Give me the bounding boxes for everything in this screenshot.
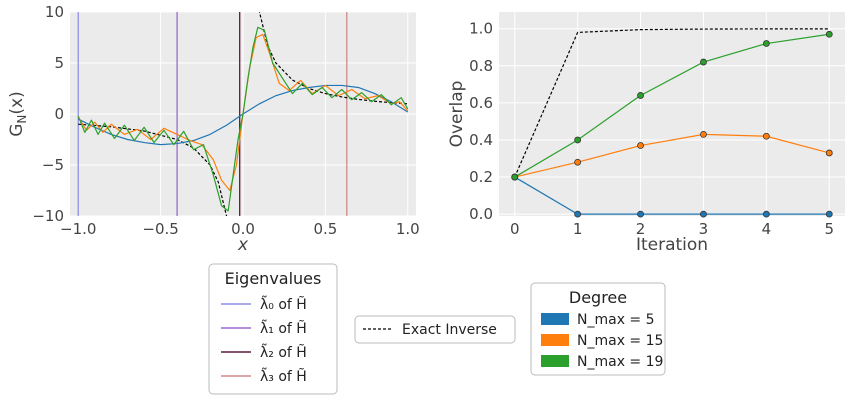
x-tick-label: 4 xyxy=(762,220,772,238)
x-tick-label: 0.0 xyxy=(231,220,255,238)
x-tick-label: 0 xyxy=(510,220,520,238)
y-tick-labels: 0.0 0.2 0.4 0.6 0.8 1.0 xyxy=(469,20,493,223)
y-tick-labels: −10 −5 0 5 10 xyxy=(32,3,64,225)
legend-label: λ̃₀ of H̃ xyxy=(260,295,307,313)
legend-label: λ̃₃ of H̃ xyxy=(260,367,307,385)
y-tick-label: 0.0 xyxy=(469,205,493,223)
data-point xyxy=(574,136,582,144)
y-tick-label: 5 xyxy=(54,54,64,72)
series-lines xyxy=(514,28,830,215)
x-tick-label: 2 xyxy=(636,220,646,238)
legend-title: Eigenvalues xyxy=(225,269,322,288)
data-point xyxy=(574,158,582,166)
x-tick-label: 1.0 xyxy=(396,220,420,238)
legend-swatch xyxy=(541,355,569,367)
x-axis-label: Iteration xyxy=(636,235,708,255)
y-axis-label: GN(x) xyxy=(7,91,29,137)
legend-label: N_max = 5 xyxy=(577,312,655,328)
series-line xyxy=(514,28,830,178)
eigenvalue-lines xyxy=(77,12,348,216)
data-point xyxy=(511,173,519,181)
legend-title: Degree xyxy=(569,288,627,307)
series-line xyxy=(514,176,830,215)
x-tick-label: −1.0 xyxy=(60,220,96,238)
x-tick-labels: 0 1 2 3 4 5 xyxy=(510,220,834,238)
y-tick-label: −10 xyxy=(32,207,64,225)
x-tick-label: 0.5 xyxy=(313,220,337,238)
data-point xyxy=(637,142,644,149)
data-point xyxy=(700,210,707,218)
legend-label: N_max = 15 xyxy=(577,333,663,349)
x-tick-label: 3 xyxy=(699,220,709,238)
series-lines xyxy=(77,12,409,216)
y-tick-label: 0.4 xyxy=(469,131,493,149)
y-tick-label: 10 xyxy=(45,3,64,21)
overlap-chart: 0 1 2 3 4 5 0.0 0.2 0.4 0.6 0.8 1.0 Iteration Over… xyxy=(447,12,845,255)
green-function-chart: −1.0 −0.5 0.0 0.5 1.0 −10 −5 0 5 10 x GN(x) xyxy=(7,3,420,255)
x-tick-label: 5 xyxy=(824,220,834,238)
legend-swatch xyxy=(541,313,569,325)
data-point xyxy=(574,210,582,218)
series-markers xyxy=(511,30,833,218)
x-tick-label: 1 xyxy=(573,220,583,238)
exact-inverse-line xyxy=(258,12,408,105)
legend-label: λ̃₂ of H̃ xyxy=(260,343,307,361)
x-axis-label: x xyxy=(237,235,249,255)
y-tick-label: 0 xyxy=(54,105,64,123)
y-tick-label: 1.0 xyxy=(469,20,493,38)
data-point xyxy=(762,40,770,47)
y-tick-label: 0.6 xyxy=(469,94,493,112)
data-point xyxy=(825,30,833,38)
data-point xyxy=(825,210,833,218)
exact-inverse-line xyxy=(78,123,228,216)
series-line xyxy=(514,133,830,178)
data-point xyxy=(762,132,770,140)
data-point xyxy=(637,210,644,218)
plot-area-background xyxy=(499,12,845,216)
series-line xyxy=(514,33,830,178)
x-tick-labels: −1.0 −0.5 0.0 0.5 1.0 xyxy=(60,220,420,238)
exact-inverse-legend: Exact Inverse xyxy=(354,315,516,344)
y-tick-label: −5 xyxy=(42,156,64,174)
y-tick-label: 0.2 xyxy=(469,168,493,186)
data-point xyxy=(762,210,770,218)
legend-label: N_max = 19 xyxy=(577,354,663,370)
data-point xyxy=(700,58,707,66)
legend-label: Exact Inverse xyxy=(402,322,497,338)
data-point xyxy=(825,149,833,157)
eigenvalues-legend: Eigenvalues λ̃₀ of H̃ λ̃₁ of H̃ λ̃₂ of H̃ λ… xyxy=(208,263,338,395)
data-point xyxy=(700,130,707,138)
x-tick-label: −0.5 xyxy=(142,220,178,238)
y-axis-label: Overlap xyxy=(447,81,467,148)
series-line xyxy=(77,26,409,212)
legend-swatch xyxy=(541,334,569,346)
legend-label: λ̃₁ of H̃ xyxy=(260,319,307,337)
y-tick-label: 0.8 xyxy=(469,57,493,75)
data-point xyxy=(637,92,644,99)
degree-legend: Degree N_max = 5 N_max = 15 N_max = 19 xyxy=(530,282,666,376)
